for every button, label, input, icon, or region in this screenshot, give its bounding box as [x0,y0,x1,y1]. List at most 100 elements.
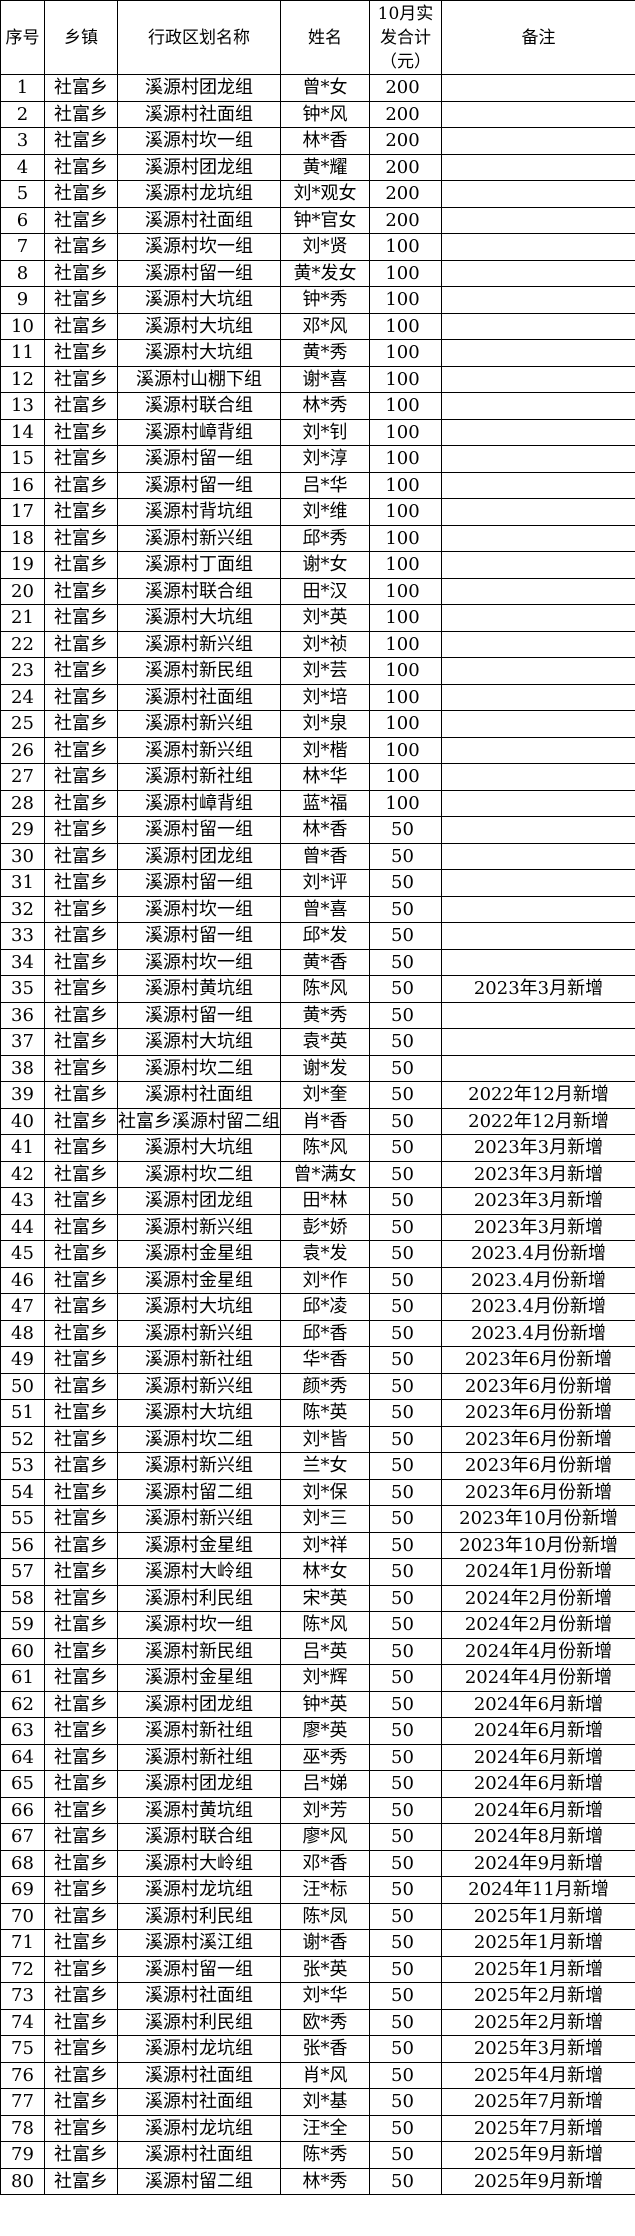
cell-remark: 2024年4月份新增 [441,1664,635,1692]
cell-division-text: 溪源村坎二组 [145,1428,253,1450]
cell-township: 社富乡 [44,1134,118,1162]
cell-name: 黄*发女 [280,259,370,287]
cell-remark [441,816,635,844]
cell-division-text: 溪源村团龙组 [145,845,253,867]
cell-remark [441,1028,635,1056]
cell-division-text: 溪源村联合组 [145,395,253,417]
cell-name: 谢*喜 [280,365,370,393]
table-row: 54 社富乡 溪源村留二组 刘*保 50 2023年6月份新增 [0,1478,635,1506]
cell-index: 37 [0,1028,45,1056]
cell-division: 溪源村大坑组 [117,1293,281,1321]
cell-name: 黄*秀 [280,339,370,367]
cell-index: 12 [0,365,45,393]
cell-township: 社富乡 [44,1584,118,1612]
cell-division: 溪源村金星组 [117,1266,281,1294]
cell-remark: 2024年11月新增 [441,1876,635,1904]
cell-division: 溪源村社面组 [117,1081,281,1109]
cell-name: 谢*香 [280,1929,370,1957]
cell-amount: 50 [369,1770,442,1798]
header-index: 序号 [0,0,45,75]
cell-division: 溪源村大坑组 [117,1134,281,1162]
table-row: 74 社富乡 溪源村利民组 欧*秀 50 2025年2月新增 [0,2008,635,2036]
cell-division: 溪源村社面组 [117,2141,281,2169]
cell-remark: 2023年6月份新增 [441,1425,635,1453]
cell-name: 钟*官女 [280,206,370,234]
cell-township: 社富乡 [44,1611,118,1639]
cell-township: 社富乡 [44,604,118,632]
table-row: 44 社富乡 溪源村新兴组 彭*娇 50 2023年3月新增 [0,1213,635,1241]
cell-remark: 2025年9月新增 [441,2167,635,2195]
cell-amount: 50 [369,1717,442,1745]
cell-amount: 50 [369,895,442,923]
cell-township: 社富乡 [44,524,118,552]
cell-index: 27 [0,763,45,791]
cell-township: 社富乡 [44,1213,118,1241]
cell-township: 社富乡 [44,816,118,844]
cell-remark [441,524,635,552]
cell-name: 钟*风 [280,100,370,128]
cell-township: 社富乡 [44,1637,118,1665]
cell-remark [441,922,635,950]
cell-township: 社富乡 [44,1902,118,1930]
cell-index: 22 [0,630,45,658]
cell-division: 溪源村新兴组 [117,1319,281,1347]
cell-division: 溪源村坎一组 [117,1611,281,1639]
cell-remark [441,551,635,579]
cell-division-text: 溪源村社面组 [145,686,253,708]
cell-index: 70 [0,1902,45,1930]
cell-division-text: 溪源村山棚下组 [136,368,262,390]
cell-index: 39 [0,1081,45,1109]
cell-township: 社富乡 [44,1266,118,1294]
cell-name: 袁*发 [280,1240,370,1268]
cell-division-text: 溪源村金星组 [145,1269,253,1291]
table-row: 41 社富乡 溪源村大坑组 陈*风 50 2023年3月新增 [0,1134,635,1162]
cell-remark: 2022年12月新增 [441,1107,635,1135]
cell-township: 社富乡 [44,233,118,261]
table-row: 72 社富乡 溪源村留一组 张*英 50 2025年1月新增 [0,1955,635,1983]
cell-remark: 2024年6月新增 [441,1690,635,1718]
cell-division-text: 溪源村龙坑组 [145,2117,253,2139]
table-row: 16 社富乡 溪源村留一组 吕*华 100 [0,471,635,499]
cell-township: 社富乡 [44,1823,118,1851]
cell-division: 溪源村社面组 [117,2061,281,2089]
cell-name: 曾*女 [280,74,370,102]
cell-name: 曾*满女 [280,1160,370,1188]
cell-division: 溪源村大岭组 [117,1849,281,1877]
header-row: 序号 乡镇 行政区划名称 姓名 10月实发合计（元） 备注 [0,0,635,75]
cell-name: 张*英 [280,1955,370,1983]
cell-division-text: 溪源村新民组 [145,660,253,682]
cell-index: 58 [0,1584,45,1612]
table-row: 49 社富乡 溪源村新社组 华*香 50 2023年6月份新增 [0,1346,635,1374]
cell-division-text: 溪源村坎一组 [145,951,253,973]
cell-division-text: 溪源村社面组 [145,1985,253,2007]
cell-division-text: 溪源村新社组 [145,766,253,788]
table-row: 30 社富乡 溪源村团龙组 曾*香 50 [0,842,635,870]
cell-division: 溪源村留一组 [117,816,281,844]
cell-amount: 50 [369,1160,442,1188]
cell-remark [441,1001,635,1029]
table-row: 14 社富乡 溪源村嶂背组 刘*钊 100 [0,418,635,446]
cell-name: 刘*泉 [280,710,370,738]
cell-amount: 50 [369,1001,442,1029]
cell-remark: 2023年6月份新增 [441,1452,635,1480]
cell-amount: 50 [369,1319,442,1347]
cell-name: 肖*香 [280,1107,370,1135]
cell-division-text: 溪源村坎一组 [145,236,253,258]
cell-index: 79 [0,2141,45,2169]
cell-township: 社富乡 [44,2035,118,2063]
cell-division-text: 溪源村黄坑组 [145,978,253,1000]
cell-name: 曾*香 [280,842,370,870]
cell-division: 溪源村联合组 [117,392,281,420]
cell-division: 溪源村黄坑组 [117,1796,281,1824]
cell-index: 65 [0,1770,45,1798]
cell-division: 溪源村龙坑组 [117,180,281,208]
header-remark: 备注 [441,0,635,75]
cell-amount: 100 [369,604,442,632]
cell-division: 溪源村留一组 [117,471,281,499]
cell-township: 社富乡 [44,74,118,102]
cell-division: 溪源村金星组 [117,1240,281,1268]
cell-remark [441,445,635,473]
cell-index: 55 [0,1505,45,1533]
cell-name: 巫*秀 [280,1743,370,1771]
table-row: 9 社富乡 溪源村大坑组 钟*秀 100 [0,286,635,314]
